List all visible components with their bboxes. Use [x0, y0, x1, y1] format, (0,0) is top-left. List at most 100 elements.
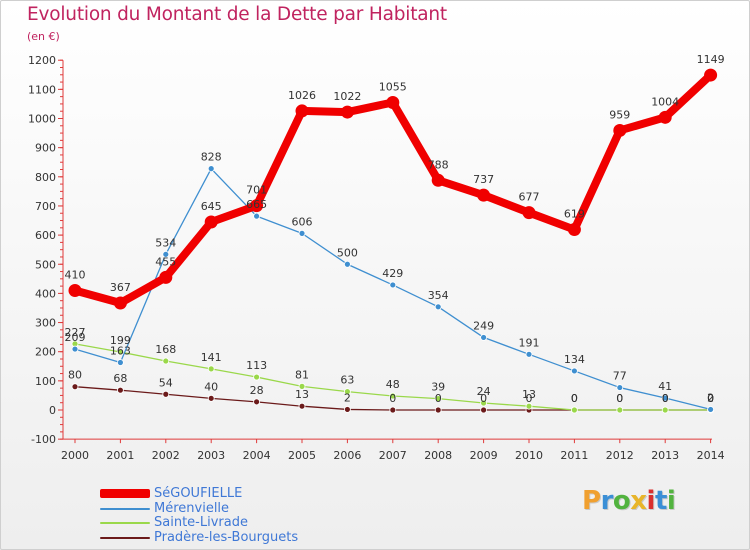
y-tick-label: 300 — [35, 317, 56, 330]
data-point-prad-re-les-bourguets — [389, 406, 397, 414]
data-point-m-renvielle — [707, 406, 714, 413]
data-point-m-renvielle — [434, 303, 442, 311]
data-label-s-goufielle: 367 — [110, 281, 131, 294]
data-label-prad-re-les-bourguets: 0 — [526, 392, 533, 405]
data-point-s-goufielle — [567, 223, 581, 237]
data-label-m-renvielle: 665 — [246, 198, 267, 211]
data-label-sainte-livrade: 227 — [65, 326, 86, 339]
data-point-m-renvielle — [71, 345, 79, 353]
x-tick-label: 2011 — [560, 449, 588, 462]
legend-label-segoufielle: SéGOUFIELLE — [154, 486, 243, 501]
data-label-m-renvielle: 2 — [707, 391, 714, 404]
data-point-sainte-livrade — [207, 365, 215, 373]
data-point-m-renvielle — [253, 212, 261, 220]
x-tick-label: 2004 — [243, 449, 271, 462]
data-point-sainte-livrade — [298, 382, 306, 390]
data-label-prad-re-les-bourguets: 13 — [295, 388, 309, 401]
logo-letter: r — [600, 486, 614, 516]
x-tick-label: 2005 — [288, 449, 316, 462]
x-tick-label: 2007 — [379, 449, 407, 462]
data-point-s-goufielle — [613, 123, 627, 137]
logo-letter: i — [666, 486, 676, 516]
legend-label-sainte-livrade: Sainte-Livrade — [154, 515, 248, 530]
data-label-s-goufielle: 1026 — [288, 89, 316, 102]
data-point-s-goufielle — [522, 206, 536, 220]
data-point-sainte-livrade — [571, 406, 578, 414]
y-tick-label: 1000 — [28, 113, 56, 126]
legend-swatch-pradere — [100, 536, 150, 539]
y-tick-label: 700 — [35, 200, 56, 213]
y-tick-label: 500 — [35, 258, 56, 271]
data-label-sainte-livrade: 199 — [110, 334, 131, 347]
logo-letter: t — [654, 486, 667, 516]
data-point-prad-re-les-bourguets — [207, 394, 215, 402]
data-point-prad-re-les-bourguets — [253, 398, 261, 406]
data-point-m-renvielle — [389, 281, 397, 289]
data-label-prad-re-les-bourguets: 28 — [250, 384, 264, 397]
x-tick-label: 2003 — [197, 449, 225, 462]
y-tick-label: 600 — [35, 229, 56, 242]
data-point-m-renvielle — [207, 165, 215, 173]
data-label-prad-re-les-bourguets: 0 — [616, 392, 623, 405]
data-label-sainte-livrade: 24 — [477, 385, 491, 398]
data-label-prad-re-les-bourguets: 68 — [113, 372, 127, 385]
data-point-m-renvielle — [480, 334, 488, 341]
data-label-m-renvielle: 191 — [519, 336, 540, 349]
data-label-sainte-livrade: 113 — [246, 359, 267, 372]
legend-label-merenvielle: Mérenvielle — [154, 500, 230, 516]
data-label-s-goufielle: 1022 — [333, 90, 361, 103]
legend-swatch-segoufielle — [100, 489, 150, 498]
data-point-s-goufielle — [431, 173, 445, 187]
data-point-m-renvielle — [616, 384, 624, 391]
data-label-prad-re-les-bourguets: 0 — [571, 392, 578, 405]
data-point-prad-re-les-bourguets — [434, 406, 442, 414]
data-label-m-renvielle: 606 — [292, 215, 313, 228]
data-point-prad-re-les-bourguets — [117, 386, 124, 394]
data-label-m-renvielle: 41 — [658, 380, 672, 393]
data-label-sainte-livrade: 141 — [201, 351, 222, 364]
data-label-prad-re-les-bourguets: 54 — [159, 376, 173, 389]
x-tick-label: 2001 — [106, 449, 134, 462]
data-label-m-renvielle: 534 — [155, 236, 176, 249]
data-label-sainte-livrade: 0 — [616, 392, 623, 405]
legend-label-pradere: Pradère-les-Bourguets — [154, 529, 299, 545]
data-point-sainte-livrade — [434, 395, 442, 403]
x-tick-label: 2010 — [515, 449, 543, 462]
data-point-s-goufielle — [204, 215, 218, 229]
data-label-prad-re-les-bourguets: 0 — [389, 392, 396, 405]
x-tick-label: 2013 — [651, 449, 679, 462]
x-tick-label: 2002 — [152, 449, 180, 462]
data-label-m-renvielle: 249 — [473, 319, 494, 332]
data-label-s-goufielle: 788 — [428, 158, 449, 171]
data-point-prad-re-les-bourguets — [298, 402, 306, 410]
data-point-s-goufielle — [340, 105, 354, 119]
legend-swatch-merenvielle — [100, 507, 150, 510]
data-label-s-goufielle: 645 — [201, 200, 222, 213]
y-tick-label: 1200 — [28, 54, 56, 67]
x-tick-label: 2014 — [697, 449, 725, 462]
data-label-sainte-livrade: 168 — [155, 343, 176, 356]
data-point-m-renvielle — [661, 394, 669, 402]
data-point-prad-re-les-bourguets — [162, 390, 170, 398]
data-point-m-renvielle — [525, 350, 533, 358]
data-label-sainte-livrade: 0 — [571, 392, 578, 405]
data-point-m-renvielle — [343, 260, 351, 268]
data-label-m-renvielle: 163 — [110, 344, 131, 357]
x-tick-label: 2000 — [61, 449, 89, 462]
proxiti-logo: Proxiti — [582, 486, 676, 516]
data-point-prad-re-les-bourguets — [343, 406, 351, 413]
logo-letter: P — [582, 486, 601, 516]
x-tick-label: 2006 — [333, 449, 361, 462]
data-label-m-renvielle: 209 — [65, 331, 86, 344]
data-point-s-goufielle — [159, 270, 173, 284]
y-tick-label: 100 — [35, 375, 56, 388]
data-point-s-goufielle — [250, 199, 264, 213]
data-label-s-goufielle: 1055 — [379, 80, 407, 93]
data-label-sainte-livrade: 13 — [522, 388, 536, 401]
data-point-sainte-livrade — [480, 399, 488, 407]
data-point-sainte-livrade — [343, 388, 351, 396]
y-tick-label: -100 — [31, 433, 56, 446]
data-label-sainte-livrade: 0 — [707, 392, 714, 405]
data-point-sainte-livrade — [253, 373, 261, 381]
x-tick-label: 2008 — [424, 449, 452, 462]
